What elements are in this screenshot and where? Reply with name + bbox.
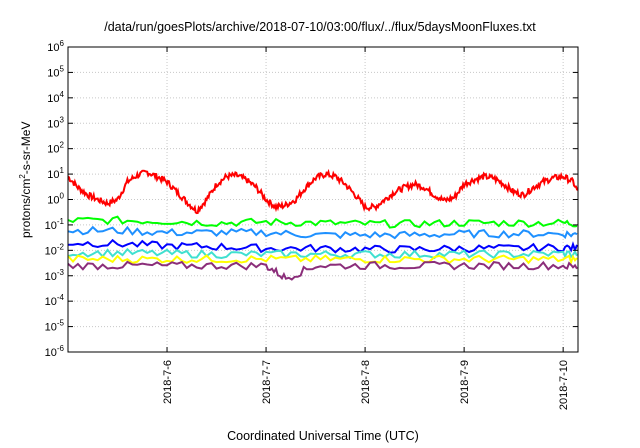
y-tick-label: 10-6 [45,344,65,359]
series-line [67,254,578,266]
x-axis-ticks: 2018-7-6 2018-7-7 2018-7-8 2018-7-9 2018-7-1… [162,47,570,410]
y-tick-label: 102 [47,141,64,156]
series-line [67,215,578,229]
series-line [67,260,578,281]
y-tick-label: 100 [47,192,64,207]
y-axis-label-main: protons/cm [19,178,33,238]
y-tick-label: 106 [47,39,64,54]
y-tick-label: 10-4 [45,293,65,308]
x-axis-label: Coordinated Universal Time (UTC) [227,429,419,443]
y-tick-label: 10-1 [45,217,65,232]
x-tick-label: 2018-7-9 [459,360,471,404]
y-tick-label: 10-2 [45,242,65,257]
x-tick-label: 2018-7-10 [558,360,570,410]
series-line [67,168,579,215]
series-lines [67,168,579,281]
y-tick-label: 103 [47,115,64,130]
series-line [67,247,578,260]
chart-title: /data/run/goesPlots/archive/2018-07-10/0… [104,20,536,34]
y-tick-label: 104 [47,90,64,105]
y-tick-label: 105 [47,64,64,79]
series-line [68,238,578,254]
x-tick-label: 2018-7-8 [360,360,372,404]
x-tick-label: 2018-7-6 [162,360,174,404]
y-tick-label: 10-3 [45,268,65,283]
x-tick-label: 2018-7-7 [261,360,273,404]
series-line [67,225,578,240]
y-axis-label: protons/cm2-s-sr-MeV [18,122,33,238]
grid-lines [68,47,578,352]
y-axis-label-sup: 2 [18,174,27,179]
y-axis-label-rest: -s-sr-MeV [19,121,33,175]
y-tick-label: 101 [47,166,64,181]
y-axis-ticks: 10-6 10-5 10-4 10-3 10-2 10-1 100 101 102 103 104 1… [45,39,578,359]
y-tick-label: 10-5 [45,319,65,334]
